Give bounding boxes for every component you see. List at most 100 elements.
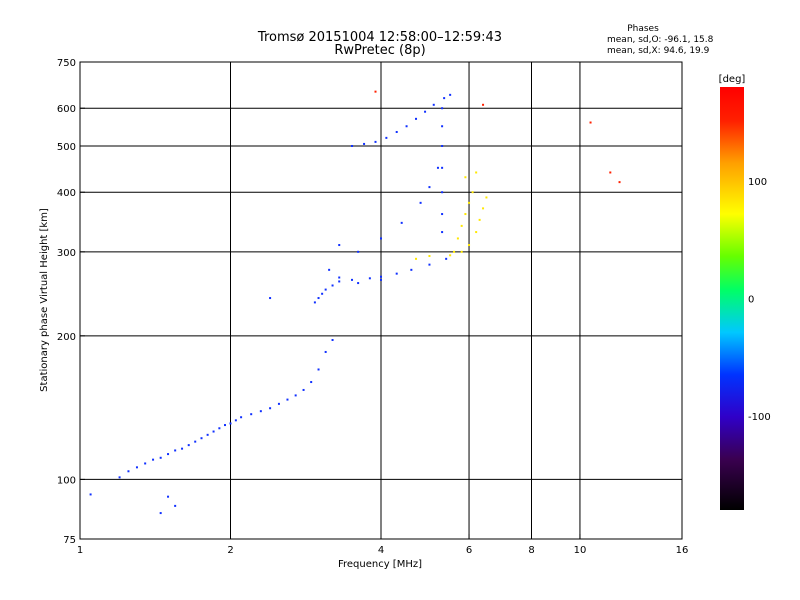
x-tick-label: 10 [574, 545, 587, 556]
x-tick-label: 1 [77, 545, 83, 556]
data-point [443, 97, 446, 100]
data-point [338, 280, 341, 283]
colorbar-tick-label: -100 [748, 412, 771, 423]
data-point [118, 476, 121, 479]
data-point [144, 462, 147, 465]
data-point [419, 201, 422, 204]
data-point [441, 191, 444, 194]
data-point [374, 140, 377, 143]
data-point [415, 117, 418, 120]
data-point [357, 282, 360, 285]
data-point [453, 250, 456, 253]
y-tick-label: 750 [57, 58, 76, 69]
stats-line-x: mean, sd,X: 94.6, 19.9 [607, 46, 710, 56]
data-point [410, 268, 413, 271]
data-point [395, 130, 398, 133]
y-axis-ticks: 75 100 200 300 400 500 600 750 [57, 58, 85, 546]
data-point [286, 398, 289, 401]
data-point [400, 221, 403, 224]
data-point [167, 495, 170, 498]
data-point [363, 142, 366, 145]
data-point [380, 275, 382, 278]
data-point [269, 297, 272, 300]
data-point [441, 144, 444, 147]
data-point [324, 350, 327, 353]
y-tick-label: 500 [57, 142, 76, 153]
data-point [338, 244, 341, 247]
data-point [618, 181, 621, 184]
data-point [250, 413, 253, 416]
data-point [310, 381, 313, 384]
data-point [127, 470, 130, 473]
data-point [441, 213, 444, 216]
data-point [405, 125, 408, 128]
data-point [317, 368, 320, 371]
data-point [331, 338, 334, 341]
chart-title-line1: Tromsø 20151004 12:58:00–12:59:43 [257, 30, 502, 45]
data-point [240, 416, 243, 419]
y-tick-label: 400 [57, 188, 76, 199]
x-axis-label: Frequency [MHz] [338, 559, 422, 570]
data-point [385, 136, 388, 139]
data-points [89, 90, 621, 515]
data-point [321, 292, 324, 295]
data-point [460, 250, 463, 253]
data-point [259, 410, 262, 413]
data-point [338, 276, 341, 279]
data-point [475, 171, 478, 174]
colorbar [720, 87, 744, 510]
data-point [313, 301, 316, 304]
data-point [464, 213, 467, 216]
data-point [380, 278, 382, 281]
data-point [441, 125, 444, 128]
data-point [181, 447, 184, 450]
data-point [89, 493, 92, 496]
data-point [445, 257, 448, 260]
data-point [471, 191, 474, 194]
data-point [478, 218, 481, 221]
data-point [328, 268, 331, 271]
colorbar-tick-label: 0 [748, 295, 754, 306]
data-point [302, 388, 305, 391]
data-point [187, 444, 190, 447]
data-point [449, 93, 452, 96]
data-point [152, 458, 155, 461]
x-tick-label: 4 [378, 545, 384, 556]
data-point [380, 237, 382, 240]
data-point [468, 201, 471, 204]
data-point [374, 90, 377, 93]
data-point [159, 512, 162, 515]
data-point [317, 297, 320, 300]
data-point [200, 437, 203, 440]
data-point [174, 449, 177, 452]
data-point [464, 176, 467, 179]
data-point [368, 277, 371, 280]
data-point [424, 110, 427, 113]
data-point [609, 171, 612, 174]
data-point [441, 107, 444, 110]
data-point [428, 263, 431, 266]
stats-line-o: mean, sd,O: -96.1, 15.8 [607, 35, 714, 45]
data-point [357, 250, 360, 253]
data-point [428, 186, 431, 189]
y-tick-label: 600 [57, 104, 76, 115]
y-tick-label: 200 [57, 332, 76, 343]
data-point [460, 224, 463, 227]
data-point [331, 284, 334, 287]
data-point [218, 427, 221, 430]
data-point [441, 231, 444, 234]
chart-title-line2: RwPretec (8p) [334, 43, 425, 58]
grid-lines [80, 62, 682, 539]
data-point [436, 166, 439, 169]
y-tick-label: 300 [57, 248, 76, 259]
y-axis-label: Stationary phase Virtual Height [km] [39, 208, 50, 392]
colorbar-label: [deg] [719, 74, 746, 85]
data-point [135, 466, 138, 469]
data-point [294, 394, 297, 397]
y-tick-label: 75 [63, 535, 76, 546]
data-point [324, 288, 327, 291]
data-point [475, 231, 478, 234]
x-tick-label: 16 [676, 545, 689, 556]
data-point [485, 196, 488, 199]
data-point [432, 103, 435, 106]
